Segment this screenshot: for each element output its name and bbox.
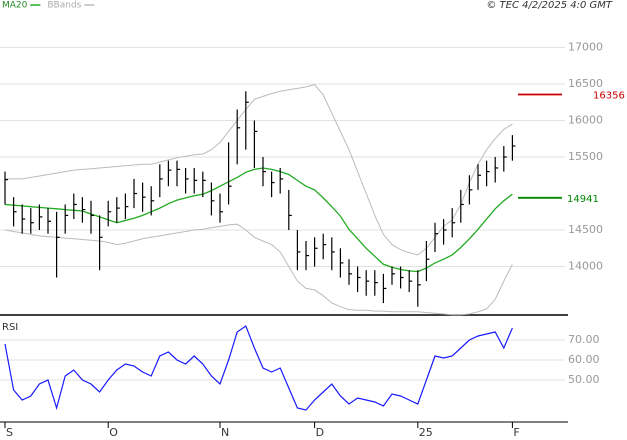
annotation: © TEC 4/2/2025 4:0 GMT [486, 0, 613, 11]
level-label: 16356 [593, 90, 625, 101]
series-line [5, 84, 513, 256]
x-tick-label: S [6, 426, 13, 439]
legend-label: MA20 [2, 1, 28, 11]
level-label: 14941 [567, 194, 599, 205]
band-lower [4, 223, 513, 316]
y-tick-label: 16500 [568, 77, 603, 90]
x-tick-label: D [316, 426, 324, 439]
y-tick-label: 17000 [568, 40, 603, 53]
y-tick-label: 16000 [568, 113, 603, 126]
y-tick-label: 14500 [568, 223, 603, 236]
y-tick-label: 14000 [568, 260, 603, 273]
rsi-title: RSI [2, 322, 18, 333]
legend-label: BBands [47, 1, 81, 11]
x-tick-label: N [221, 426, 229, 439]
series-line [4, 325, 513, 411]
x-tick-label: 25 [419, 426, 433, 439]
x-tick-label: F [513, 426, 519, 439]
y-tick-label: 50.00 [568, 373, 600, 386]
y-tick-label: 15500 [568, 150, 603, 163]
series-line [4, 167, 513, 273]
x-tick-label: O [109, 426, 118, 439]
y-tick-label: 70.00 [568, 333, 600, 346]
y-tick-label: 60.00 [568, 353, 600, 366]
